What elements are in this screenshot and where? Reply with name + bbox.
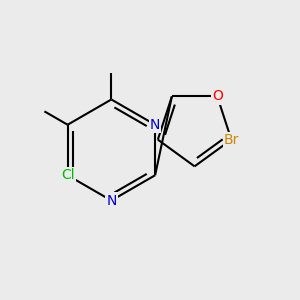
Text: O: O: [212, 89, 223, 103]
Text: N: N: [106, 194, 116, 208]
Text: Cl: Cl: [61, 168, 74, 182]
Text: Br: Br: [224, 133, 239, 147]
Text: N: N: [150, 118, 160, 132]
